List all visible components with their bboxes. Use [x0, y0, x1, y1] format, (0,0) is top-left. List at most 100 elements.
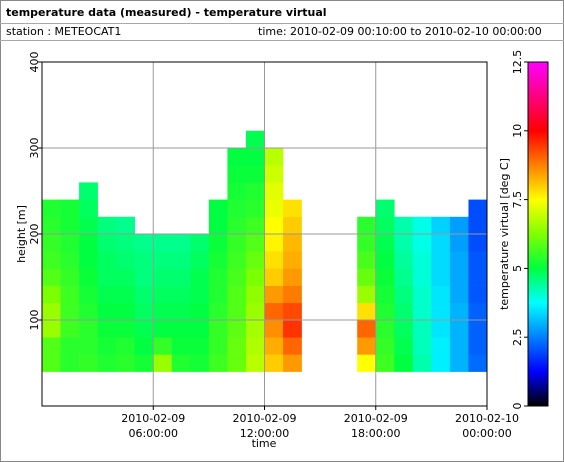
- heat-cell: [375, 354, 395, 372]
- heat-cell: [227, 268, 247, 286]
- heat-cell: [208, 199, 228, 218]
- heat-cell: [264, 302, 284, 321]
- heat-cell: [412, 320, 432, 338]
- chart-title: temperature data (measured) - temperatur…: [6, 6, 327, 19]
- x-tick-label: 2010-02-09: [121, 412, 185, 425]
- heat-cell: [264, 182, 284, 200]
- heat-cell: [190, 320, 210, 338]
- heat-cell: [431, 216, 451, 235]
- heat-cell: [208, 302, 228, 321]
- heat-cell: [357, 354, 377, 372]
- heat-cell: [245, 216, 265, 235]
- heat-cell: [97, 216, 117, 235]
- heat-cell: [79, 182, 98, 200]
- heat-cell: [134, 354, 154, 372]
- heat-cell: [245, 130, 265, 149]
- heat-cell: [264, 165, 284, 183]
- heat-cell: [449, 234, 469, 252]
- heat-cell: [97, 234, 117, 252]
- heat-cell: [431, 285, 451, 304]
- heat-cell: [227, 337, 247, 355]
- heat-cell: [283, 337, 302, 355]
- heat-cell: [357, 251, 377, 269]
- colorbar-tick-label: 5: [511, 265, 524, 272]
- heat-cell: [171, 354, 191, 372]
- heat-cell: [79, 234, 98, 252]
- heat-cell: [468, 337, 488, 355]
- heat-cell: [134, 302, 154, 321]
- heat-cell: [245, 251, 265, 269]
- heat-cell: [42, 199, 61, 218]
- heat-cell: [245, 148, 265, 166]
- heat-cell: [357, 320, 377, 338]
- heat-cell: [394, 320, 414, 338]
- heat-cell: [97, 354, 117, 372]
- heat-cell: [227, 165, 247, 183]
- heat-cell: [468, 199, 488, 218]
- heat-cell: [468, 216, 488, 235]
- heat-cell: [227, 148, 247, 166]
- heat-cell: [431, 268, 451, 286]
- heat-cell: [283, 285, 302, 304]
- heat-cell: [394, 268, 414, 286]
- heat-cell: [264, 251, 284, 269]
- heat-cell: [375, 302, 395, 321]
- heat-cell: [264, 148, 284, 166]
- heat-cell: [134, 268, 154, 286]
- heat-cell: [208, 216, 228, 235]
- heat-cell: [412, 354, 432, 372]
- heat-cell: [394, 251, 414, 269]
- x-tick-label: 06:00:00: [129, 427, 178, 440]
- heat-cell: [116, 268, 136, 286]
- y-tick-label: 400: [28, 52, 41, 73]
- heat-cell: [42, 251, 61, 269]
- heat-cell: [208, 337, 228, 355]
- heat-cell: [412, 234, 432, 252]
- heat-cell: [171, 285, 191, 304]
- heat-cell: [245, 302, 265, 321]
- heat-cell: [264, 216, 284, 235]
- heat-cell: [60, 302, 80, 321]
- heat-cell: [153, 268, 173, 286]
- y-tick-label: 200: [28, 224, 41, 245]
- heat-cell: [60, 199, 80, 218]
- heat-cell: [431, 302, 451, 321]
- heat-cell: [394, 234, 414, 252]
- heat-cell: [283, 251, 302, 269]
- heat-cell: [245, 199, 265, 218]
- heat-cell: [264, 285, 284, 304]
- colorbar-tick-label: 0: [511, 403, 524, 410]
- heat-cell: [79, 285, 98, 304]
- heat-cell: [208, 285, 228, 304]
- y-tick-label: 100: [28, 310, 41, 331]
- period: time: 2010-02-09 00:10:00 to 2010-02-10 …: [258, 25, 542, 38]
- heat-cell: [116, 302, 136, 321]
- heat-cell: [245, 165, 265, 183]
- x-tick-label: 2010-02-09: [233, 412, 297, 425]
- heat-cell: [116, 234, 136, 252]
- heat-cell: [357, 337, 377, 355]
- heat-cell: [227, 216, 247, 235]
- heat-cell: [375, 268, 395, 286]
- heat-cell: [134, 337, 154, 355]
- heat-cell: [245, 182, 265, 200]
- heat-cell: [42, 234, 61, 252]
- y-axis-label: height [m]: [15, 205, 28, 263]
- heat-cell: [190, 285, 210, 304]
- heat-cell: [283, 320, 302, 338]
- heat-cell: [449, 251, 469, 269]
- heat-cell: [245, 268, 265, 286]
- heat-cell: [468, 285, 488, 304]
- heat-cell: [208, 251, 228, 269]
- heat-cell: [60, 251, 80, 269]
- heat-cell: [449, 285, 469, 304]
- heat-cell: [357, 216, 377, 235]
- heat-cell: [375, 251, 395, 269]
- heat-cell: [357, 268, 377, 286]
- heat-cell: [227, 234, 247, 252]
- heat-cell: [449, 268, 469, 286]
- heat-cell: [468, 354, 488, 372]
- heat-cell: [412, 285, 432, 304]
- heat-cell: [116, 354, 136, 372]
